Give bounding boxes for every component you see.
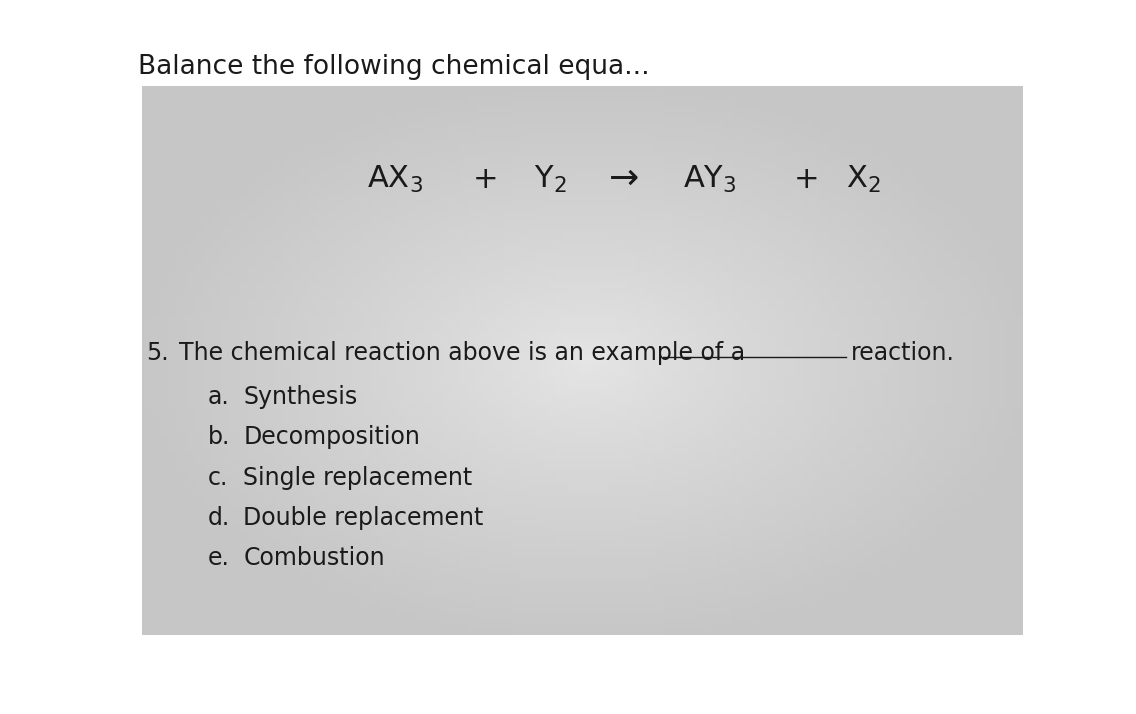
Text: Combustion: Combustion: [243, 545, 385, 570]
Text: d.: d.: [208, 506, 231, 530]
Text: reaction.: reaction.: [851, 341, 954, 366]
Text: AY$_3$: AY$_3$: [684, 164, 737, 195]
Text: →: →: [609, 162, 638, 196]
Text: Double replacement: Double replacement: [243, 506, 484, 530]
Text: b.: b.: [208, 426, 231, 449]
Text: e.: e.: [208, 545, 229, 570]
Text: The chemical reaction above is an example of a: The chemical reaction above is an exampl…: [179, 341, 745, 366]
Text: Y$_2$: Y$_2$: [534, 164, 567, 195]
Text: +: +: [473, 165, 499, 193]
Text: a.: a.: [208, 386, 229, 409]
Text: 5.: 5.: [147, 341, 169, 366]
Text: Balance the following chemical equa...: Balance the following chemical equa...: [137, 54, 649, 80]
Text: AX$_3$: AX$_3$: [367, 164, 423, 195]
Text: Synthesis: Synthesis: [243, 386, 358, 409]
Text: Decomposition: Decomposition: [243, 426, 420, 449]
Text: c.: c.: [208, 466, 228, 490]
Text: X$_2$: X$_2$: [846, 164, 882, 195]
Text: Single replacement: Single replacement: [243, 466, 473, 490]
Text: +: +: [794, 165, 819, 193]
